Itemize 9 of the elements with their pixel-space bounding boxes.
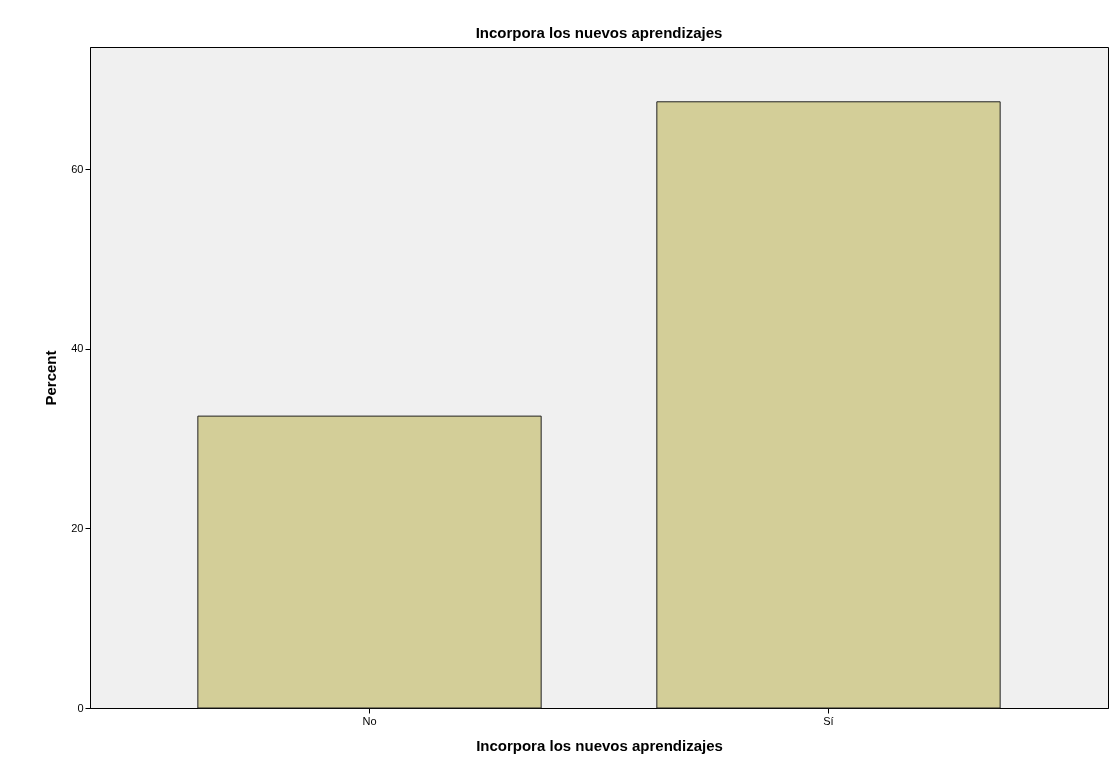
x-axis-title: Incorpora los nuevos aprendizajes: [476, 736, 723, 754]
y-tick-label: 0: [77, 701, 84, 714]
y-axis-title: Percent: [42, 350, 60, 406]
y-tick-label: 40: [71, 342, 84, 355]
x-tick-label: No: [362, 714, 377, 727]
chart-title: Incorpora los nuevos aprendizajes: [475, 24, 723, 41]
y-tick-label: 60: [71, 162, 84, 175]
x-tick-label: Sí: [823, 714, 834, 727]
y-tick-label: 20: [71, 521, 84, 534]
